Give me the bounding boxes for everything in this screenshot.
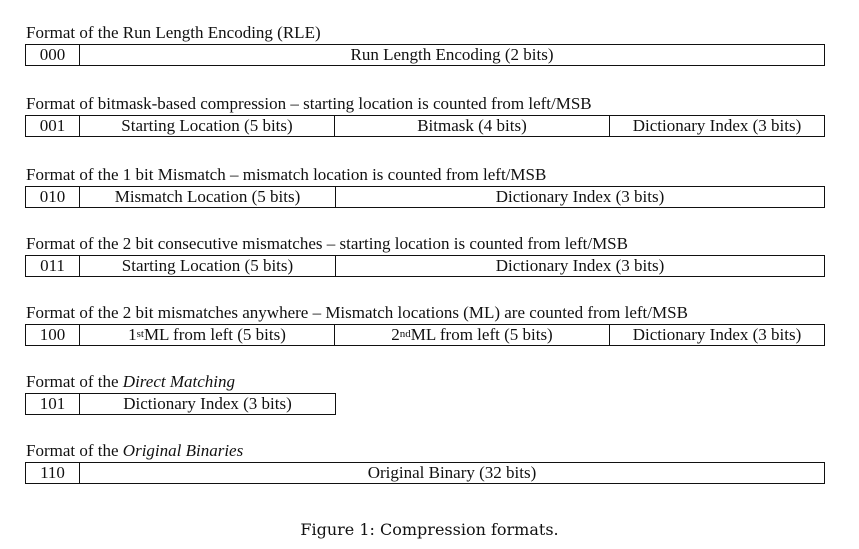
format-title-bitmask: Format of bitmask-based compression – st… bbox=[26, 94, 592, 113]
opcode-cell: 011 bbox=[26, 256, 80, 276]
format-box-original-binaries: 110 Original Binary (32 bits) bbox=[25, 462, 825, 484]
field-cell: Dictionary Index (3 bits) bbox=[632, 116, 802, 135]
format-title-2bit-consecutive: Format of the 2 bit consecutive mismatch… bbox=[26, 234, 628, 253]
format-title-rle: Format of the Run Length Encoding (RLE) bbox=[26, 23, 321, 42]
format-box-1bit-mismatch: 010 Mismatch Location (5 bits) Dictionar… bbox=[25, 186, 825, 208]
figure-caption: Figure 1: Compression formats. bbox=[300, 520, 559, 539]
format-box-rle: 000 Run Length Encoding (2 bits) bbox=[25, 44, 825, 66]
field-cell: Dictionary Index (3 bits) bbox=[495, 187, 665, 206]
format-title-original-binaries: Format of the Original Binaries bbox=[26, 441, 244, 460]
field-cell: Original Binary (32 bits) bbox=[367, 463, 537, 482]
field-cell: Dictionary Index (3 bits) bbox=[632, 325, 802, 344]
opcode-cell: 010 bbox=[26, 187, 80, 207]
format-title-1bit-mismatch: Format of the 1 bit Mismatch – mismatch … bbox=[26, 165, 547, 184]
opcode-cell: 000 bbox=[26, 45, 80, 65]
format-box-bitmask: 001 Starting Location (5 bits) Bitmask (… bbox=[25, 115, 825, 137]
field-cell: Dictionary Index (3 bits) bbox=[495, 256, 665, 275]
field-cell: Starting Location (5 bits) bbox=[80, 116, 335, 136]
format-title-direct-matching: Format of the Direct Matching bbox=[26, 372, 235, 391]
opcode-cell: 100 bbox=[26, 325, 80, 345]
opcode-cell: 101 bbox=[26, 394, 80, 414]
field-cell: Bitmask (4 bits) bbox=[335, 116, 610, 136]
format-box-direct-matching: 101 Dictionary Index (3 bits) bbox=[25, 393, 336, 415]
format-title-2bit-anywhere: Format of the 2 bit mismatches anywhere … bbox=[26, 303, 688, 322]
format-box-2bit-consecutive: 011 Starting Location (5 bits) Dictionar… bbox=[25, 255, 825, 277]
field-cell: Mismatch Location (5 bits) bbox=[80, 187, 336, 207]
field-cell: Run Length Encoding (2 bits) bbox=[350, 45, 554, 64]
opcode-cell: 110 bbox=[26, 463, 80, 483]
opcode-cell: 001 bbox=[26, 116, 80, 136]
field-cell: Starting Location (5 bits) bbox=[80, 256, 336, 276]
field-cell: Dictionary Index (3 bits) bbox=[123, 394, 292, 413]
